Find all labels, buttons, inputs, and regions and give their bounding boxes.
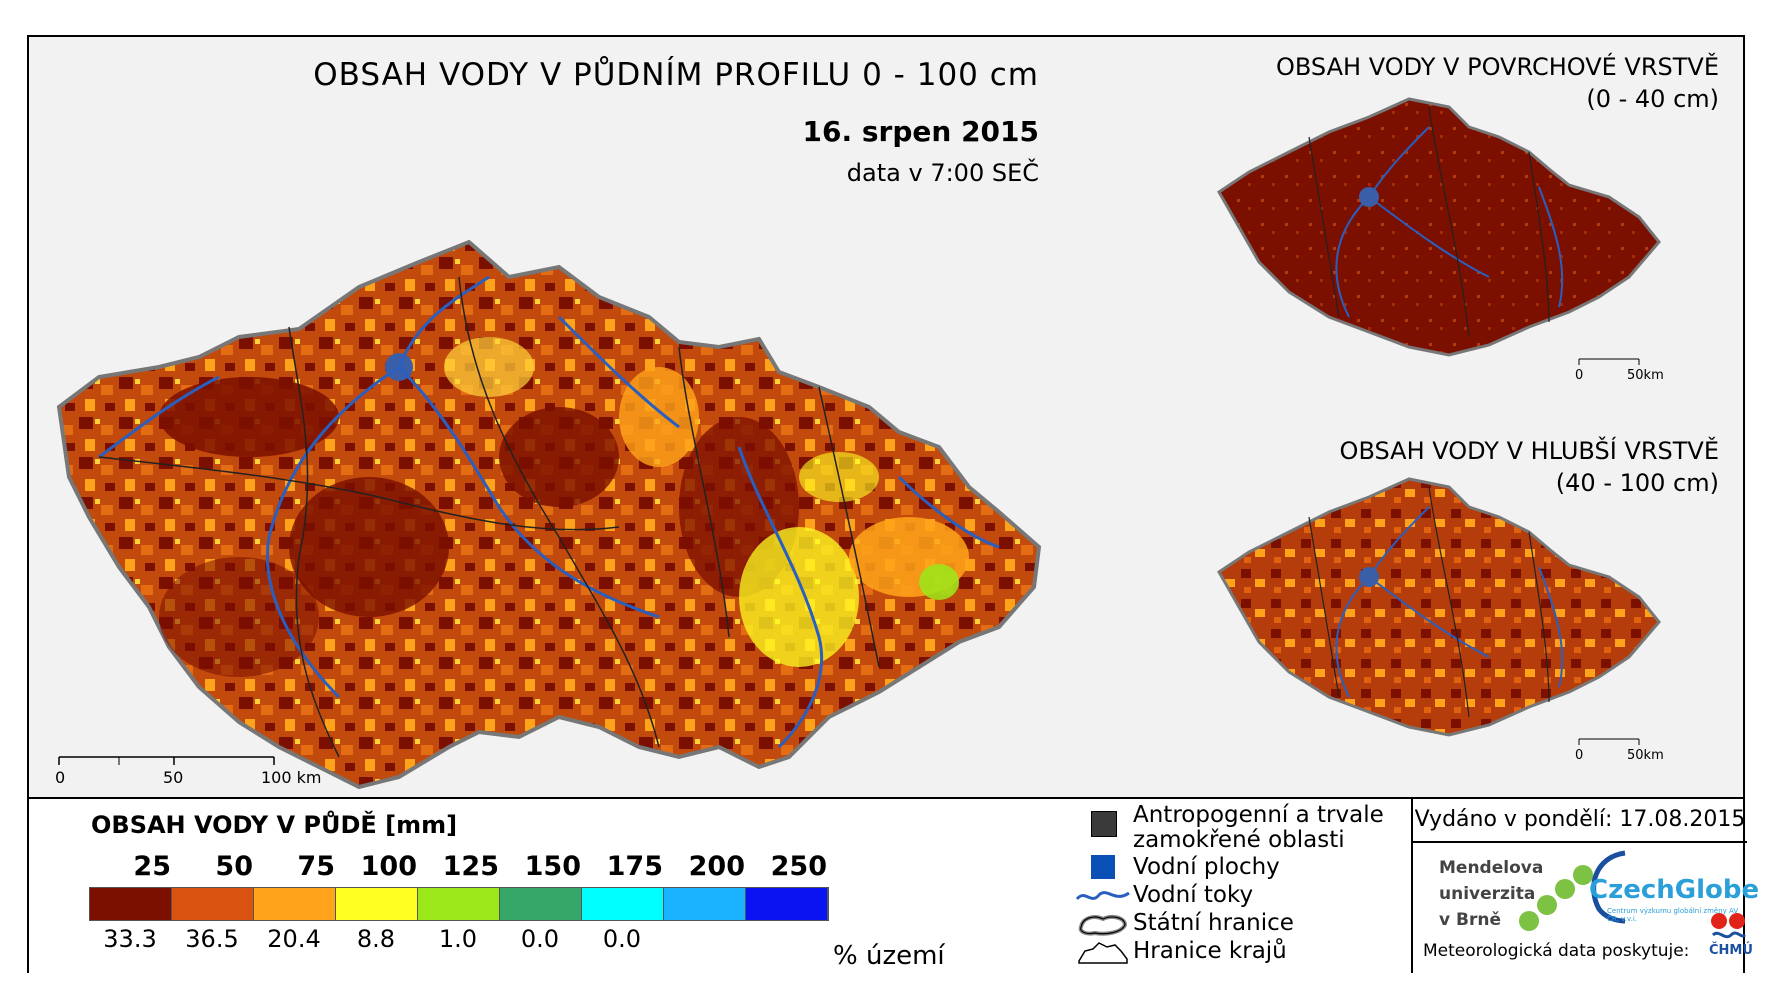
mendel-dots-icon [1519,865,1593,931]
mendel-line-3: v Brně [1439,910,1501,930]
legend-break-label: 250 [770,851,827,882]
legend-swatch-7 [664,888,746,920]
symbol-rivers: Vodní toky [1075,881,1405,909]
map-frame: 0 50 100 km OBSAH VODY V PŮDNÍM PROFILU … [27,35,1759,973]
inset-top-title-2: (0 - 40 cm) [1586,85,1719,113]
main-region-borders [98,276,880,758]
symbol-water-bodies: Vodní plochy [1075,853,1405,881]
legend-color-bar [89,887,829,921]
state-border-icon [1078,915,1128,936]
footer-divider [1411,799,1413,973]
inset-top-title: OBSAH VODY V POVRCHOVÉ VRSTVĚ (0 - 40 cm… [1129,51,1719,115]
inset-top-map: 0 50km [1217,97,1664,383]
inset-bottom-scale-50: 50km [1627,748,1664,763]
inset-top-fill [1217,97,1661,357]
legend-panel: OBSAH VODY V PŮDĚ [mm] 25 50 75 100 125 150 17… [29,797,1759,973]
legend-break-label: 100 [360,851,417,882]
legend-break-label: 200 [688,851,745,882]
main-date: 16. srpen 2015 [802,115,1039,148]
main-map: 0 50 100 km [55,239,1042,790]
main-time: data v 7:00 SEČ [846,159,1039,187]
symbol-state-border: Státní hranice [1075,909,1405,937]
legend-break-label: 25 [133,851,171,882]
main-scale-0: 0 [55,768,65,787]
main-scalebar: 0 50 100 km [55,756,321,787]
legend-swatch-6 [582,888,664,920]
inset-bottom-title-2: (40 - 100 cm) [1555,469,1719,497]
mendel-line-1: Mendelova [1439,858,1544,878]
legend-percent-value: 1.0 [438,925,478,953]
symbol-rivers-label: Vodní toky [1133,882,1254,908]
symbol-region-border-label: Hranice krajů [1133,938,1287,964]
symbol-water-bodies-label: Vodní plochy [1133,854,1280,880]
symbol-anthro-line2: zamokřené oblasti [1133,827,1345,853]
legend-swatch-4 [418,888,500,920]
anthro-square-icon [1091,811,1117,837]
legend-percent-value: 33.3 [103,925,157,953]
czechglobe-subtitle: Centrum výzkumu globální změny AV ČR, v.… [1607,907,1739,923]
inset-top-scalebar: 0 50km [1575,358,1664,383]
mendel-line-2: univerzita [1439,884,1536,904]
legend-swatch-3 [336,888,418,920]
main-title: OBSAH VODY V PŮDNÍM PROFILU 0 - 100 cm [313,57,1039,93]
legend-break-label: 175 [606,851,663,882]
czechglobe-logo-text: CzechGlobe [1589,875,1760,905]
legend-percent-value: 20.4 [267,925,321,953]
inset-top-title-1: OBSAH VODY V POVRCHOVÉ VRSTVĚ [1276,53,1719,81]
main-scale-50: 50 [163,768,183,787]
symbol-region-border: Hranice krajů [1075,937,1405,965]
issued-date: Vydáno v pondělí: 17.08.2015 [1413,799,1747,843]
symbol-anthro: Antropogenní a trvale zamokřené oblasti [1075,803,1405,853]
chmu-logo-text: ČHMÚ [1709,943,1753,958]
inset-bottom-scale-0: 0 [1575,748,1583,763]
water-square-icon [1091,855,1115,879]
legend-percent-value: 36.5 [185,925,239,953]
main-scale-100: 100 km [261,768,321,787]
inset-bottom-title: OBSAH VODY V HLUBŠÍ VRSTVĚ (40 - 100 cm) [1129,435,1719,499]
inset-bottom-map: 0 50km [1217,477,1664,763]
inset-bottom-region-borders [1308,486,1550,718]
symbol-anthro-line1: Antropogenní a trvale [1133,802,1384,828]
czechglobe-arc-icon [1591,850,1626,924]
inset-top-rivers [1335,126,1564,318]
legend-break-label: 50 [215,851,253,882]
inset-top-scale-50: 50km [1627,368,1664,383]
legend-title: OBSAH VODY V PŮDĚ [mm] [91,811,458,839]
symbol-state-border-label: Státní hranice [1133,910,1294,936]
main-map-patches [159,337,969,677]
legend-break-label: 150 [524,851,581,882]
mendel-logo-text: Mendelova univerzita v Brně [1439,855,1543,933]
legend-break-label: 125 [442,851,499,882]
map-section: 0 50 100 km OBSAH VODY V PŮDNÍM PROFILU … [29,37,1743,797]
symbol-legend: Antropogenní a trvale zamokřené oblasti … [1075,803,1405,965]
legend-swatch-1 [172,888,254,920]
legend-percent-value: 0.0 [602,925,642,953]
meteo-provider-text: Meteorologická data poskytuje: [1423,941,1690,961]
percent-unit: % území [833,941,945,971]
inset-bottom-fill [1217,477,1661,737]
legend-swatch-8 [746,888,828,920]
main-map-fill [56,239,1042,790]
legend-swatch-5 [500,888,582,920]
legend-swatch-0 [90,888,172,920]
river-line-icon [1075,891,1130,901]
legend-swatch-2 [254,888,336,920]
legend-percent-value: 0.0 [520,925,560,953]
inset-top-scale-0: 0 [1575,368,1583,383]
legend-break-label: 75 [297,851,335,882]
legend-percent-value: 8.8 [356,925,396,953]
inset-bottom-scalebar: 0 50km [1575,738,1664,763]
chmu-logo-icon [1711,913,1747,939]
inset-top-region-borders [1308,106,1550,338]
inset-bottom-title-1: OBSAH VODY V HLUBŠÍ VRSTVĚ [1339,437,1719,465]
region-border-icon [1078,942,1128,964]
inset-bottom-rivers [1335,506,1564,698]
